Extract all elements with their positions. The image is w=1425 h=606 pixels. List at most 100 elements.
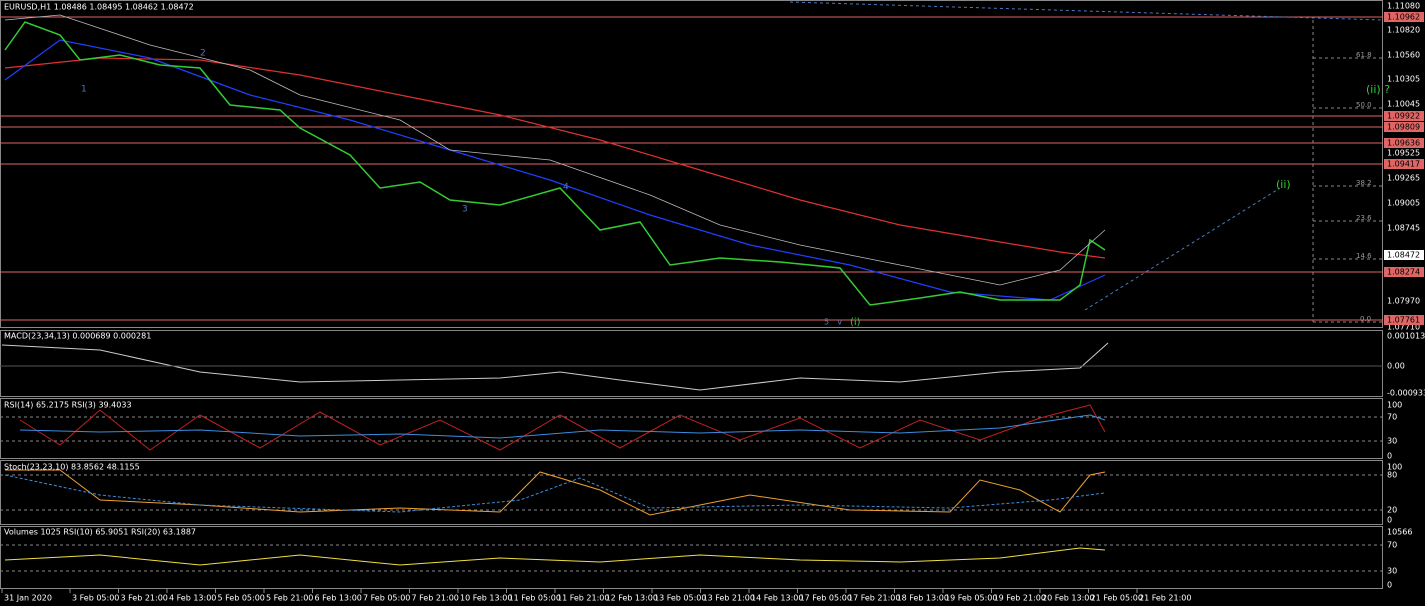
date-label: 14 Feb 13:00 (751, 594, 803, 603)
panel-axis-label: 100 (1387, 401, 1402, 410)
price-label: 1.11080 (1387, 2, 1420, 11)
level-label: 1.09809 (1387, 123, 1420, 132)
panel-axis-label: 70 (1387, 541, 1397, 550)
wave-label: 1 (81, 85, 87, 95)
date-label: 11 Feb 05:00 (509, 594, 561, 603)
date-label: 19 Feb 21:00 (994, 594, 1046, 603)
panel-axis-label: 0 (1387, 581, 1392, 590)
date-label: 6 Feb 13:00 (315, 594, 362, 603)
wave-label: 3 (462, 205, 468, 215)
date-label: 17 Feb 21:00 (848, 594, 900, 603)
panel-frames (0, 0, 1383, 589)
date-label: 7 Feb 05:00 (363, 594, 410, 603)
date-label: 21 Feb 05:00 (1091, 594, 1143, 603)
price-label: 1.09265 (1387, 174, 1420, 183)
panel-title: Volumes 1025 RSI(10) 65.9051 RSI(20) 63.… (4, 528, 196, 537)
level-label: 1.09417 (1387, 160, 1420, 169)
wave-label: (i) (850, 317, 861, 328)
panel-axis-label: 0.001013 (1387, 332, 1425, 341)
date-label: 13 Feb 21:00 (703, 594, 755, 603)
volume-rsi (4, 547, 1106, 566)
fib-label: 61.8 (1356, 51, 1372, 59)
date-label: 4 Feb 13:00 (169, 594, 216, 603)
date-label: 3 Feb 21:00 (121, 594, 168, 603)
price-label: 1.07710 (1387, 323, 1420, 332)
level-box (1384, 122, 1424, 132)
levels (0, 16, 1383, 321)
macd-hist (1, 342, 1109, 391)
level-box (1384, 159, 1424, 169)
date-label: 19 Feb 05:00 (945, 594, 997, 603)
fib-label: 23.6 (1356, 214, 1372, 222)
wave-label: 2 (200, 49, 206, 59)
level-box (1384, 267, 1424, 277)
price-label: 1.10305 (1387, 75, 1420, 84)
current-price: 1.08472 (1387, 251, 1420, 260)
wave-label: 5 (824, 318, 829, 327)
bollinger (4, 14, 1106, 286)
fib-lines (789, 1, 1384, 323)
panel-axis-label: 100 (1387, 463, 1402, 472)
date-label: 12 Feb 13:00 (606, 594, 658, 603)
panel-axis-label: 30 (1387, 567, 1397, 576)
level-label: 1.09922 (1387, 112, 1420, 121)
panel-axis-label: 20 (1387, 506, 1397, 515)
panel-axis-label: -0.000933 (1387, 389, 1425, 398)
price-label: 1.10820 (1387, 26, 1420, 35)
date-label: 21 Feb 21:00 (1139, 594, 1191, 603)
fib-label: 50.0 (1356, 101, 1372, 109)
level-label: 1.08274 (1387, 268, 1420, 277)
panel-title: RSI(14) 65.2175 RSI(3) 39.4033 (4, 401, 132, 410)
level-label: 1.09636 (1387, 139, 1420, 148)
date-label: 5 Feb 21:00 (266, 594, 313, 603)
ma-blue (4, 39, 1106, 301)
price-label: 1.09525 (1387, 149, 1420, 158)
level-box (1384, 111, 1424, 121)
stoch-main (5, 469, 1106, 516)
fib-label: 14.6 (1356, 252, 1372, 260)
panel-axis-label: 10566 (1387, 528, 1412, 537)
price-label: 1.09005 (1387, 199, 1420, 208)
fib-label: 0.0 (1360, 315, 1371, 323)
level-label: 1.07761 (1387, 316, 1420, 325)
date-label: 13 Feb 05:00 (654, 594, 706, 603)
date-label: 17 Feb 05:00 (800, 594, 852, 603)
wave-label: (ii) (1276, 178, 1291, 191)
panel-axis-label: 80 (1387, 471, 1397, 480)
date-label: 7 Feb 21:00 (412, 594, 459, 603)
level-label: 1.10962 (1387, 13, 1420, 22)
level-box (1384, 12, 1424, 22)
panel-axis-label: 30 (1387, 437, 1397, 446)
wave-label: 4 (563, 183, 569, 193)
date-label: 18 Feb 13:00 (897, 594, 949, 603)
panel-title: MACD(23,34,13) 0.000689 0.000281 (4, 332, 151, 341)
date-label: 31 Jan 2020 (4, 594, 52, 603)
wave-label: v (837, 318, 843, 328)
price-label: 1.08745 (1387, 224, 1420, 233)
current-box (1384, 250, 1424, 260)
date-label: 5 Feb 05:00 (218, 594, 265, 603)
price (4, 21, 1106, 306)
price-label: 1.07970 (1387, 297, 1420, 306)
header-title: EURUSD,H1 1.08486 1.08495 1.08462 1.0847… (4, 3, 194, 12)
date-label: 20 Feb 13:00 (1042, 594, 1094, 603)
panel-axis-label: 70 (1387, 413, 1397, 422)
stoch-signal (4, 474, 1106, 513)
date-label: 3 Feb 05:00 (72, 594, 119, 603)
panel-axis-label: 0.00 (1387, 362, 1405, 371)
fib-label: 38.2 (1356, 179, 1372, 187)
price-label: 1.10045 (1387, 100, 1420, 109)
guide-lines (0, 416, 1383, 572)
ma-200 (4, 57, 1106, 259)
rsi-slow (19, 414, 1106, 439)
wave-label: (ii) ? (1366, 83, 1390, 96)
panel-title: Stoch(23,23,10) 83.8562 48.1155 (4, 463, 140, 472)
panel-axis-label: 0 (1387, 452, 1392, 461)
price-label: 1.10560 (1387, 51, 1420, 60)
rsi-fast (19, 404, 1106, 451)
panel-axis-label: 0 (1387, 516, 1392, 525)
date-label: 10 Feb 13:00 (460, 594, 512, 603)
level-box (1384, 315, 1424, 325)
date-label: 11 Feb 21:00 (557, 594, 609, 603)
